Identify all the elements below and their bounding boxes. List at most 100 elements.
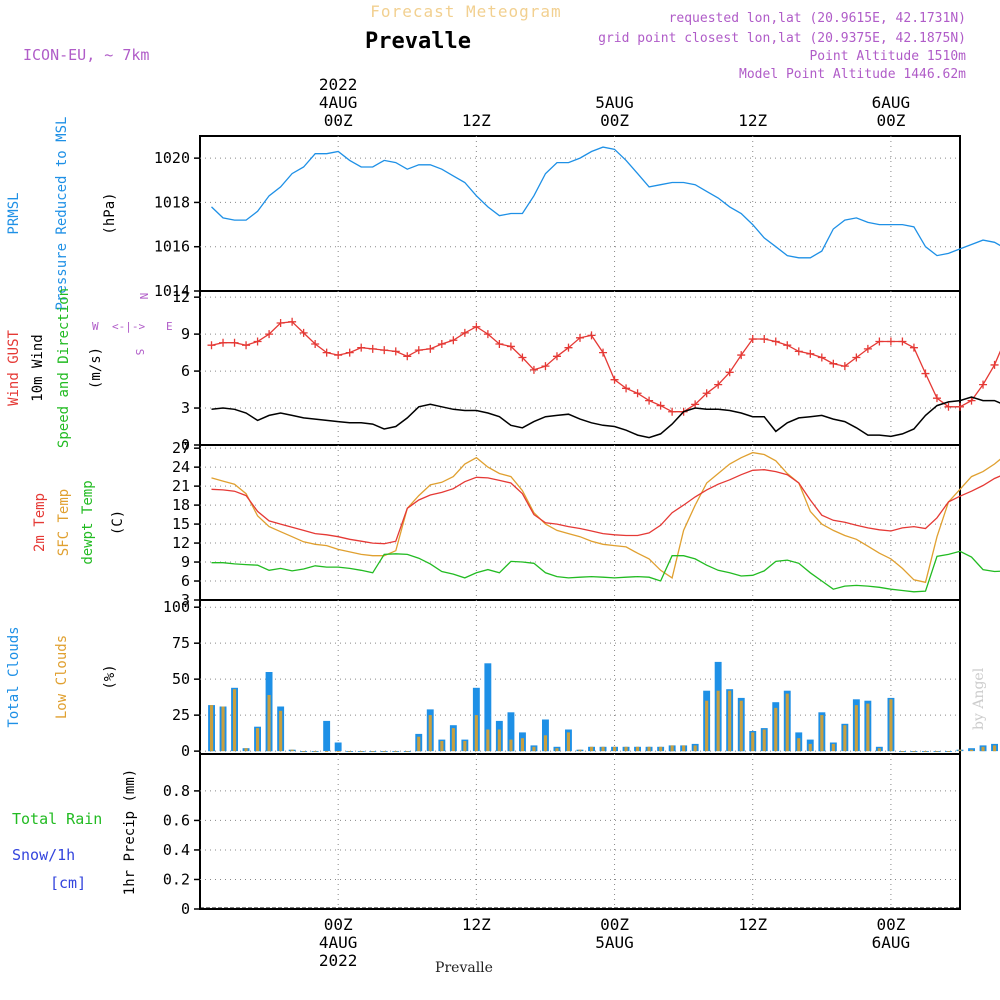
- gust-marker: [921, 369, 930, 378]
- gust-marker: [622, 384, 631, 393]
- gust-marker: [725, 368, 734, 377]
- title-faint: Forecast Meteogram: [370, 2, 561, 21]
- gust-marker: [506, 342, 515, 351]
- axis-label: (hPa): [102, 192, 118, 234]
- y-tick-label: 3: [181, 591, 190, 609]
- gust-marker: [253, 337, 262, 346]
- gust-marker: [311, 339, 320, 348]
- compass-e: E: [166, 320, 173, 333]
- low-cloud-bar: [613, 746, 617, 752]
- axis-label: 10m Wind: [30, 334, 46, 401]
- gust-marker: [357, 343, 366, 352]
- y-tick-label: 6: [181, 572, 190, 590]
- gust-marker: [967, 396, 976, 405]
- sfc-temp-line: [211, 451, 1000, 584]
- gust-marker: [288, 317, 297, 326]
- time-label-top: 00Z: [600, 111, 629, 130]
- y-tick-label: 1016: [154, 238, 190, 256]
- gust-marker: [783, 341, 792, 350]
- gust-marker: [875, 337, 884, 346]
- y-tick-label: 0: [181, 742, 190, 760]
- gust-marker: [702, 389, 711, 398]
- total-cloud-bar: [507, 712, 515, 752]
- y-tick-label: 0: [181, 436, 190, 454]
- low-cloud-bar: [935, 751, 939, 752]
- gust-marker: [265, 330, 274, 339]
- low-cloud-bar: [532, 746, 536, 752]
- gust-marker: [886, 337, 895, 346]
- low-cloud-bar: [302, 751, 306, 752]
- low-cloud-bar: [543, 735, 547, 752]
- gust-marker: [426, 344, 435, 353]
- axis-label: Wind GUST: [6, 330, 22, 406]
- gust-marker: [760, 335, 769, 344]
- low-cloud-bar: [946, 751, 950, 752]
- gust-marker: [817, 353, 826, 362]
- precip-snow-label: Snow/1h: [12, 846, 75, 864]
- time-label-bottom: 6AUG: [872, 933, 911, 952]
- low-cloud-bar: [336, 751, 340, 752]
- low-cloud-bar: [797, 738, 801, 752]
- low-cloud-bar: [509, 739, 513, 752]
- low-cloud-bar: [739, 700, 743, 752]
- y-tick-label: 75: [172, 634, 190, 652]
- time-label-bottom: 4AUG: [319, 933, 358, 952]
- gust-marker: [529, 365, 538, 374]
- axis-label: (m/s): [88, 347, 104, 389]
- low-cloud-bar: [279, 710, 283, 752]
- gust-line: [211, 321, 1000, 413]
- gust-marker: [368, 344, 377, 353]
- time-label-top: 12Z: [462, 111, 491, 130]
- gust-marker: [380, 346, 389, 355]
- low-cloud-bar: [705, 700, 709, 752]
- gust-marker: [748, 335, 757, 344]
- gust-marker: [979, 380, 988, 389]
- model-label: ICON-EU, ~ 7km: [23, 46, 149, 64]
- low-cloud-bar: [210, 705, 214, 752]
- y-tick-label: 1020: [154, 149, 190, 167]
- y-tick-label: 12: [172, 288, 190, 306]
- y-tick-label: 9: [181, 553, 190, 571]
- low-cloud-bar: [290, 749, 294, 752]
- gust-marker: [541, 362, 550, 371]
- gust-marker: [852, 353, 861, 362]
- low-cloud-bar: [463, 741, 467, 752]
- gust-marker: [599, 348, 608, 357]
- requested-coords: requested lon,lat (20.9615E, 42.1731N): [669, 11, 966, 26]
- axis-label: Low Clouds: [54, 635, 70, 719]
- gust-marker: [771, 337, 780, 346]
- gust-marker: [656, 401, 665, 410]
- axis-label: (C): [110, 510, 126, 535]
- y-tick-label: 27: [172, 439, 190, 457]
- axis-label: dewpt Temp: [80, 480, 96, 564]
- time-label-bottom: 2022: [319, 951, 358, 970]
- low-cloud-bar: [348, 751, 352, 752]
- low-cloud-bar: [233, 689, 237, 752]
- axis-label: SFC Temp: [56, 489, 72, 556]
- precip-rain-label: Total Rain: [12, 810, 102, 828]
- gust-marker: [460, 328, 469, 337]
- axis-label: Speed and Direction: [56, 288, 72, 448]
- gust-marker: [391, 347, 400, 356]
- low-cloud-bar: [325, 751, 329, 752]
- panel-clouds: 0 25 50 75 100 Total Clouds Low Clouds (%): [6, 598, 998, 760]
- low-cloud-bar: [659, 746, 663, 752]
- gust-marker: [990, 360, 999, 369]
- gust-marker: [495, 339, 504, 348]
- precip-axis-label: 1hr Precip (mm): [122, 769, 138, 895]
- time-label-bottom: 12Z: [738, 915, 767, 934]
- gust-marker: [610, 375, 619, 384]
- low-cloud-bar: [486, 729, 490, 752]
- low-cloud-bar: [716, 690, 720, 752]
- time-label-bottom: 00Z: [876, 915, 905, 934]
- gust-marker: [334, 351, 343, 360]
- time-label-top: 5AUG: [595, 93, 634, 112]
- footer-station: Prevalle: [435, 960, 493, 976]
- y-tick-label: 100: [163, 598, 190, 616]
- gust-marker: [863, 344, 872, 353]
- gust-marker: [219, 338, 228, 347]
- low-cloud-bar: [958, 749, 962, 752]
- time-label-top: 2022: [319, 75, 358, 94]
